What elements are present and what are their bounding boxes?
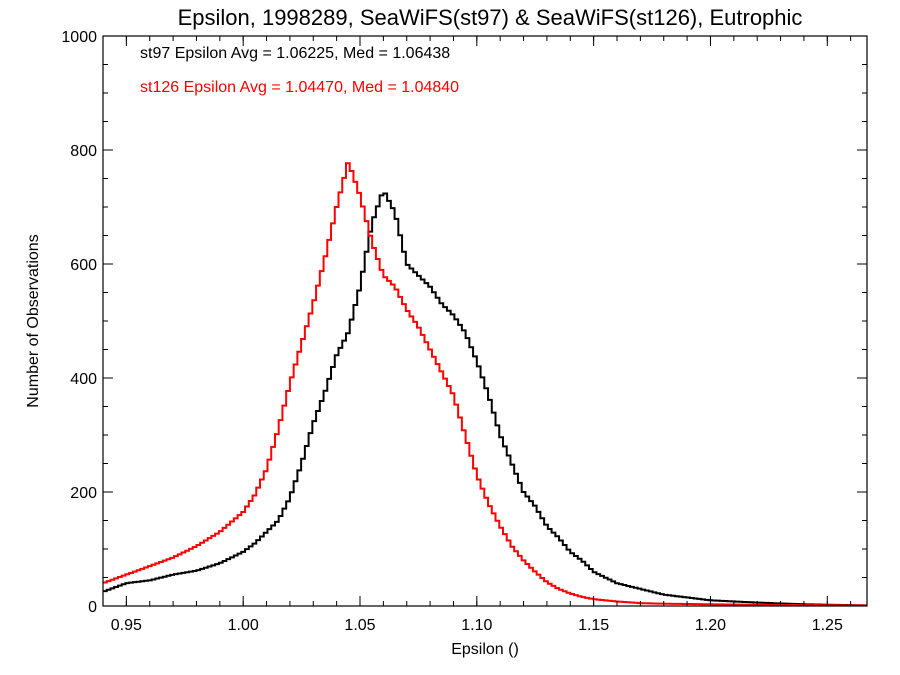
x-tick-label: 0.95 bbox=[111, 617, 142, 634]
x-tick-label: 1.10 bbox=[461, 617, 492, 634]
y-tick-label: 600 bbox=[70, 257, 97, 274]
y-tick-label: 400 bbox=[70, 371, 97, 388]
y-tick-label: 1000 bbox=[61, 29, 97, 46]
x-tick-label: 1.05 bbox=[344, 617, 375, 634]
x-tick-label: 1.00 bbox=[228, 617, 259, 634]
x-tick-label: 1.20 bbox=[695, 617, 726, 634]
y-tick-label: 200 bbox=[70, 485, 97, 502]
series-layer bbox=[103, 162, 867, 607]
series-line-0 bbox=[103, 192, 867, 607]
x-axis-label: Epsilon () bbox=[451, 641, 519, 658]
y-tick-label: 0 bbox=[88, 599, 97, 616]
y-axis-label: Number of Observations bbox=[25, 234, 42, 407]
chart-title: Epsilon, 1998289, SeaWiFS(st97) & SeaWiF… bbox=[178, 5, 803, 30]
annotation-st126: st126 Epsilon Avg = 1.04470, Med = 1.048… bbox=[140, 79, 459, 96]
series-line-1 bbox=[103, 162, 867, 607]
x-tick-label: 1.25 bbox=[812, 617, 843, 634]
tick-layer: 0.95 1.00 1.05 1.10 1.15 1.20 1.25 0 200 400 600 80… bbox=[61, 29, 867, 634]
y-tick-label: 800 bbox=[70, 143, 97, 160]
x-tick-label: 1.15 bbox=[578, 617, 609, 634]
annotation-st97: st97 Epsilon Avg = 1.06225, Med = 1.0643… bbox=[140, 45, 450, 62]
